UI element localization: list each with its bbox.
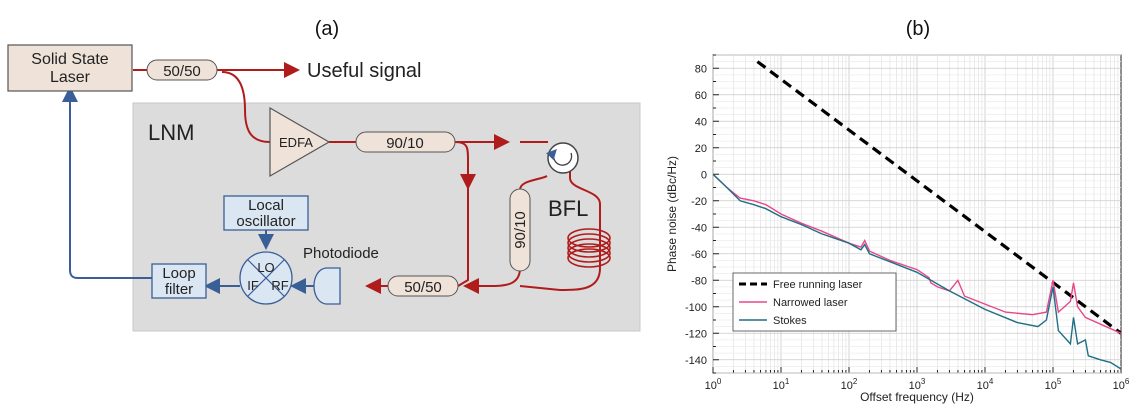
- edfa-amplifier: EDFA: [269, 106, 331, 178]
- loop-filter-line2: filter: [165, 281, 193, 298]
- circulator: [545, 142, 579, 174]
- series-line-free-running-laser: [756, 60, 1121, 335]
- x-tick-label: 104: [977, 377, 994, 392]
- x-tick-label: 102: [841, 377, 858, 392]
- photodiode-label: Photodiode: [303, 245, 379, 262]
- fiber-paths: [133, 62, 601, 294]
- legend-label: Free running laser: [773, 279, 863, 291]
- y-tick-label: 0: [701, 169, 707, 181]
- y-tick-label: -60: [691, 249, 707, 261]
- panel-b-label: (b): [906, 18, 930, 40]
- x-tick-label: 106: [1113, 377, 1130, 392]
- y-tick-label: 60: [695, 90, 707, 102]
- y-tick-label: 20: [695, 143, 707, 155]
- mixer: LO IF RF: [239, 251, 293, 305]
- edfa-label: EDFA: [279, 135, 313, 150]
- coupler-5050-bottom: 50/50: [387, 275, 459, 297]
- laser-label-line2: Laser: [50, 69, 91, 86]
- panel-a-diagram: (a) LNM: [7, 18, 641, 332]
- local-oscillator: Local oscillator: [223, 195, 309, 231]
- mixer-if-label: IF: [247, 278, 259, 293]
- x-tick-label: 103: [909, 377, 926, 392]
- loop-filter: Loop filter: [151, 263, 207, 299]
- loop-filter-line1: Loop: [162, 265, 195, 282]
- coupler-5050-bottom-label: 50/50: [404, 279, 442, 296]
- y-tick-label: -40: [691, 222, 707, 234]
- photodiode: Photodiode: [303, 245, 379, 305]
- electrical-paths: [62, 86, 326, 294]
- x-tick-label: 101: [773, 377, 790, 392]
- x-tick-label: 105: [1045, 377, 1062, 392]
- fiber-coil: [567, 228, 611, 268]
- local-osc-line1: Local: [248, 197, 284, 214]
- bfl-label: BFL: [548, 196, 588, 221]
- y-tick-label: -140: [685, 355, 707, 367]
- y-tick-label: -20: [691, 196, 707, 208]
- mixer-lo-label: LO: [257, 260, 274, 275]
- legend-label: Narrowed laser: [773, 297, 848, 309]
- x-tick-label: 100: [705, 377, 722, 392]
- coupler-output-label: 50/50: [163, 63, 201, 80]
- series-line-stokes: [713, 173, 1121, 370]
- y-axis-title: Phase noise (dBc/Hz): [665, 156, 679, 272]
- phase-noise-plot: 80 60 40 20 0 -20 -40 -60 -80 -100 -120 -140 100 101 1…: [685, 54, 1130, 392]
- y-tick-label: -120: [685, 328, 707, 340]
- x-axis-title: Offset frequency (Hz): [860, 390, 974, 404]
- y-tick-label: -100: [685, 302, 707, 314]
- lnm-label: LNM: [148, 120, 194, 145]
- y-tick-label: 80: [695, 63, 707, 75]
- panel-a-label: (a): [315, 18, 339, 40]
- y-tick-label: 40: [695, 116, 707, 128]
- laser-label-line1: Solid State: [31, 51, 108, 68]
- panel-b-chart: (b) 80 60 40 20 0 -20 -40 -60 -80 -100 -120 -140 100…: [665, 18, 1130, 404]
- coupler-9010-h-label: 90/10: [386, 135, 424, 152]
- y-tick-label: -80: [691, 275, 707, 287]
- legend-label: Stokes: [773, 315, 807, 327]
- coupler-9010-horizontal: 90/10: [355, 131, 456, 153]
- solid-state-laser: Solid State Laser: [7, 44, 133, 92]
- mixer-rf-label: RF: [271, 278, 288, 293]
- coupler-9010-vertical: 90/10: [509, 188, 531, 272]
- coupler-9010-v-label: 90/10: [512, 211, 529, 249]
- local-osc-line2: oscillator: [236, 213, 295, 230]
- useful-signal-label: Useful signal: [307, 60, 422, 82]
- series-line-narrowed-laser: [713, 173, 1121, 334]
- coupler-output: 50/50: [146, 59, 218, 81]
